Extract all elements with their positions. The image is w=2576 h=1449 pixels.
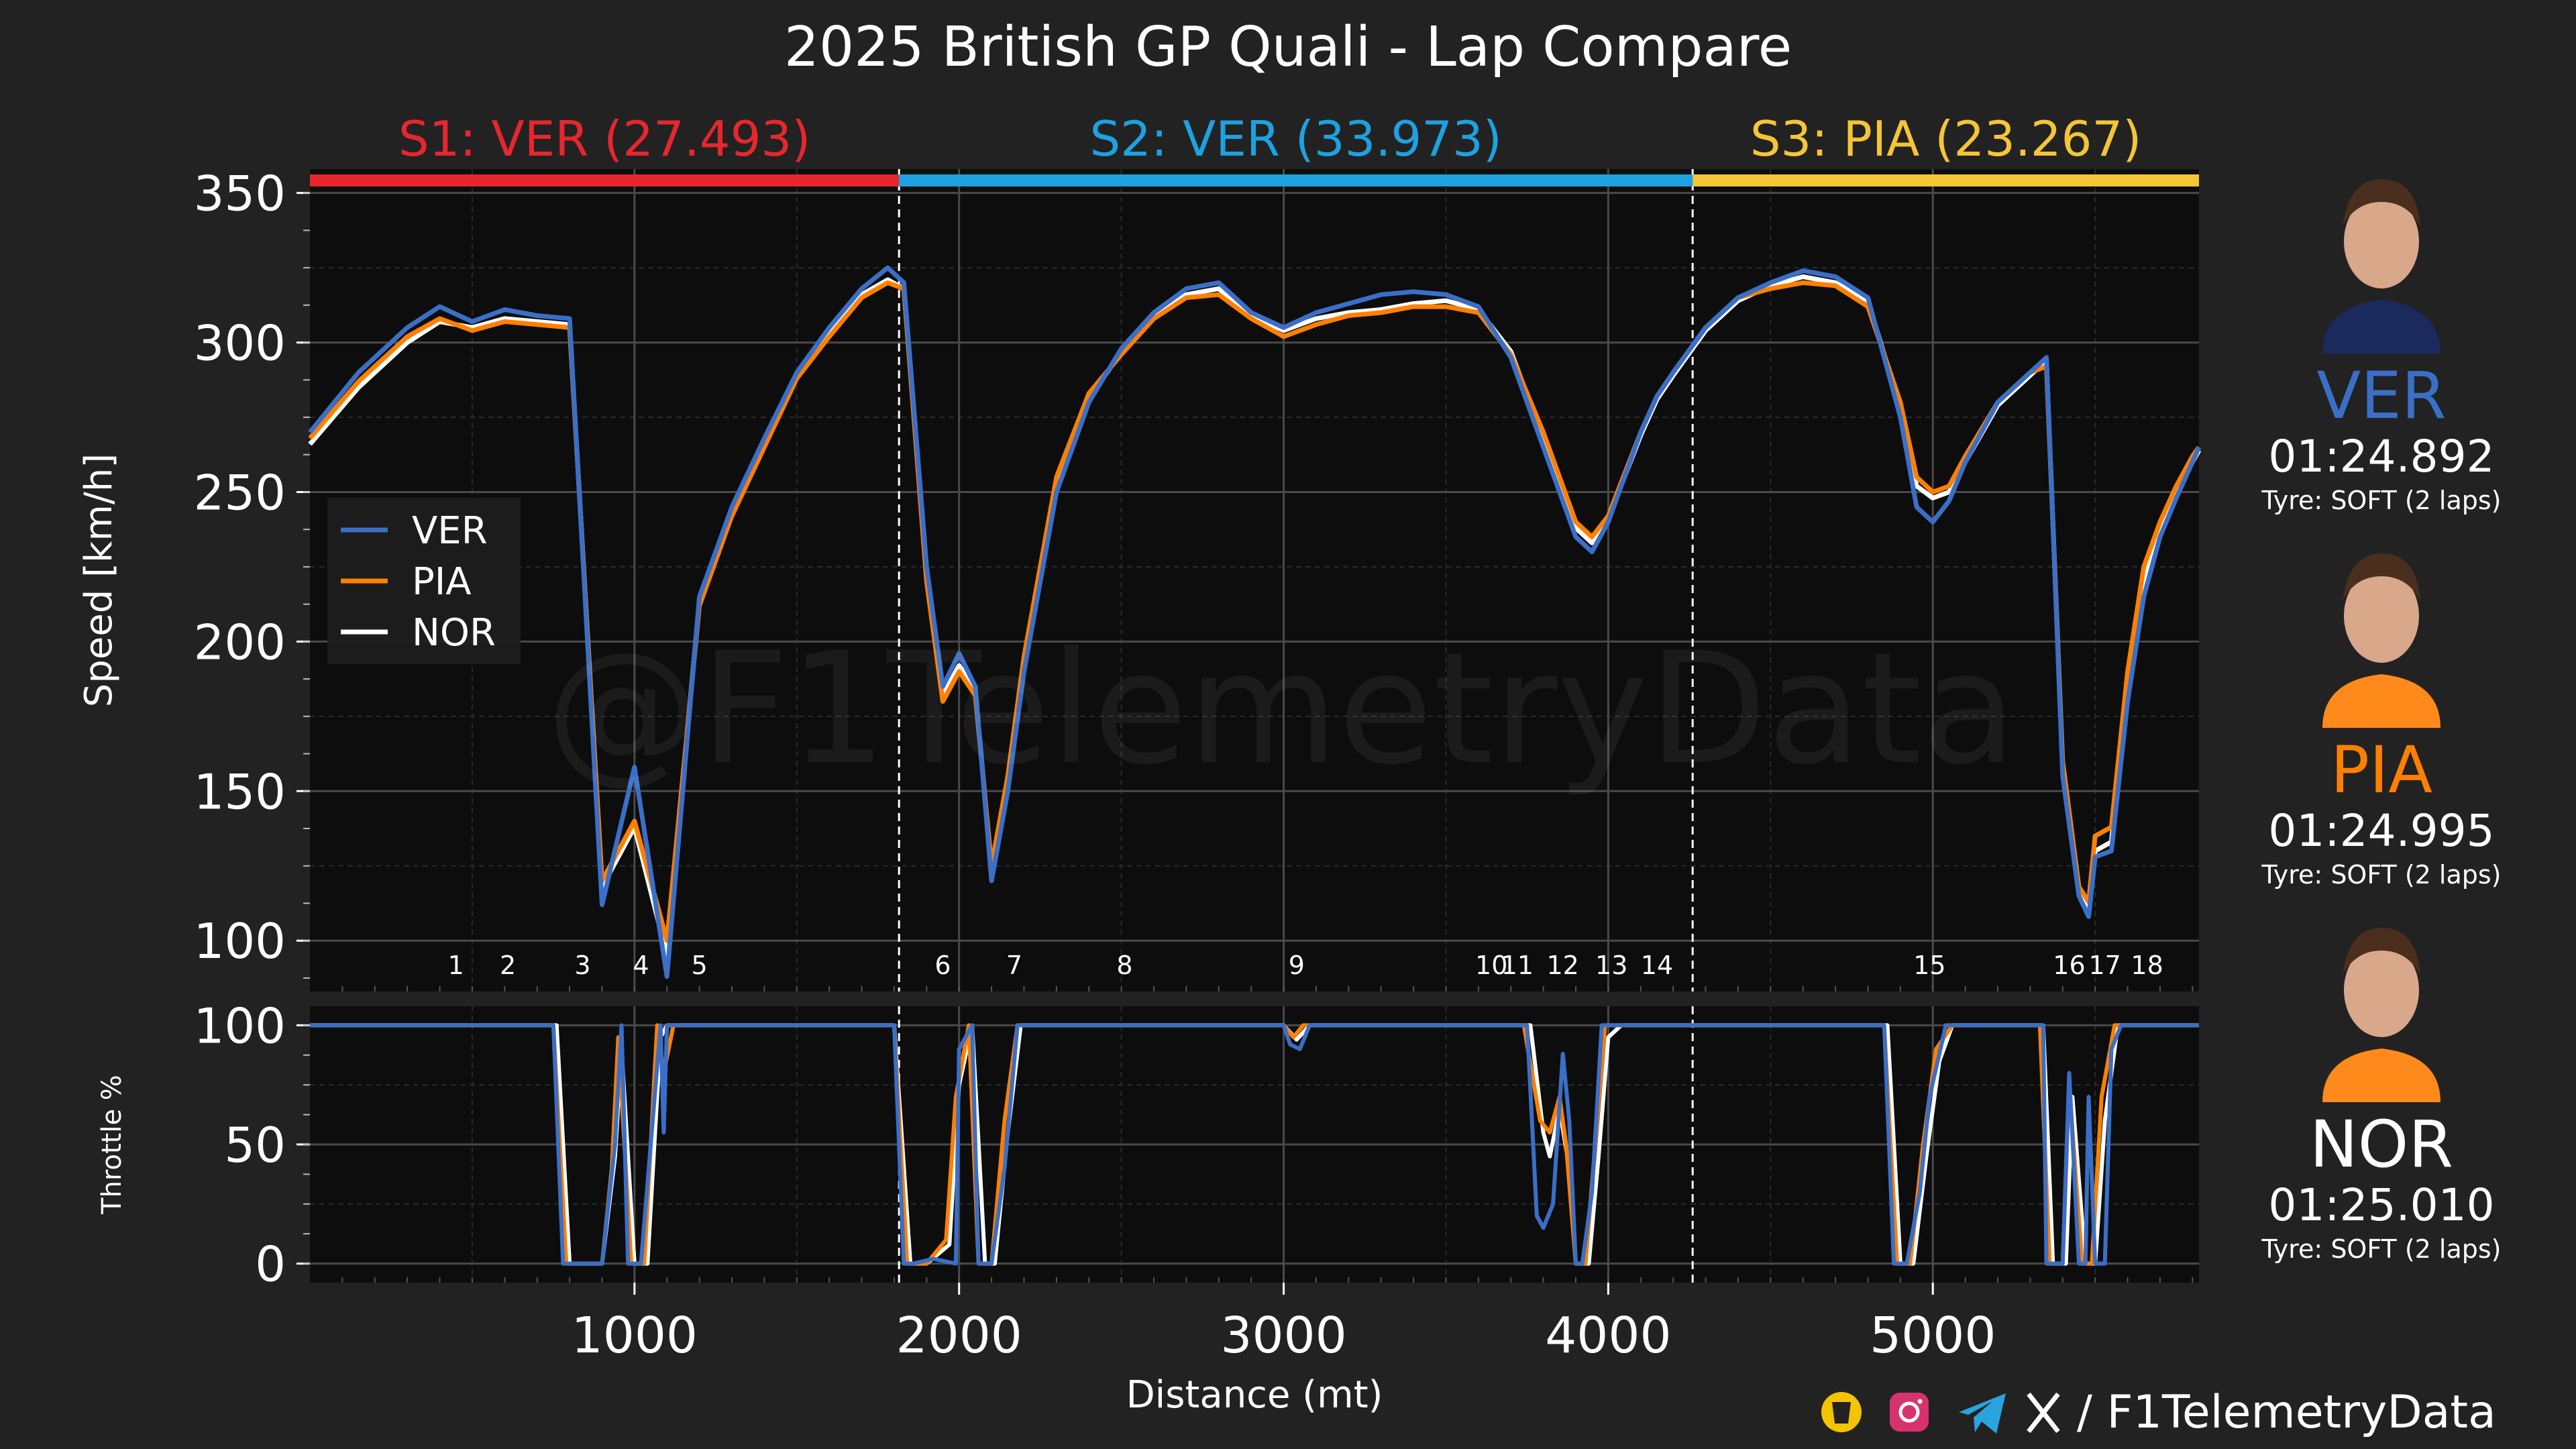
y-tick-label: 200 bbox=[194, 614, 286, 670]
driver-tyre: Tyre: SOFT (2 laps) bbox=[2261, 860, 2501, 890]
sector-label: S1: VER (27.493) bbox=[398, 111, 810, 167]
corner-label: 13 bbox=[1595, 951, 1627, 980]
driver-lap-time: 01:24.892 bbox=[2268, 431, 2494, 482]
y-tick-label: 350 bbox=[194, 166, 286, 222]
coffee-icon bbox=[1821, 1392, 1862, 1432]
corner-label: 7 bbox=[1006, 951, 1022, 980]
y-tick-label: 250 bbox=[194, 464, 286, 521]
legend: VER PIA NOR bbox=[327, 498, 521, 664]
y-tick-label: 150 bbox=[194, 763, 286, 820]
sector-bar bbox=[899, 174, 1693, 186]
y-tick-label: 100 bbox=[194, 913, 286, 969]
x-tick-label: 2000 bbox=[896, 1307, 1022, 1364]
driver-photo-shoulders bbox=[2322, 1049, 2440, 1102]
driver-photo-hair bbox=[2343, 928, 2420, 975]
y-axis-label: Speed [km/h] bbox=[77, 453, 121, 707]
corner-label: 9 bbox=[1289, 951, 1305, 980]
corner-label: 14 bbox=[1641, 951, 1673, 980]
driver-lap-time: 01:25.010 bbox=[2268, 1179, 2494, 1231]
corner-label: 2 bbox=[500, 951, 516, 980]
corner-label: 16 bbox=[2053, 951, 2085, 980]
driver-code: VER bbox=[2316, 358, 2446, 433]
y-tick-label: 0 bbox=[255, 1236, 286, 1293]
x-tick-label: 4000 bbox=[1545, 1307, 1671, 1364]
x-tick-label: 5000 bbox=[1870, 1307, 1996, 1364]
corner-label: 6 bbox=[934, 951, 951, 980]
corner-label: 10 bbox=[1475, 951, 1507, 980]
driver-photo bbox=[2322, 553, 2440, 728]
instagram-icon bbox=[1890, 1393, 1929, 1432]
corner-label: 1 bbox=[448, 951, 464, 980]
driver-photo-shoulders bbox=[2322, 300, 2440, 354]
speed-panel: 100 150 200 250 300 350 Speed [km/h] S1: VER (2… bbox=[77, 111, 2202, 991]
x-tick-label: 3000 bbox=[1220, 1307, 1346, 1364]
corner-label: 4 bbox=[633, 951, 649, 980]
corner-label: 3 bbox=[574, 951, 590, 980]
x-icon bbox=[2027, 1392, 2060, 1434]
driver-photo-face bbox=[2344, 569, 2419, 663]
driver-lap-time: 01:24.995 bbox=[2268, 805, 2494, 857]
plot-background bbox=[310, 169, 2199, 991]
corner-label: 8 bbox=[1116, 951, 1132, 980]
driver-photo-hair bbox=[2343, 553, 2420, 600]
chart-title: 2025 British GP Quali - Lap Compare bbox=[784, 15, 1792, 79]
throttle-panel: 0 50 100 Throttle % 1000 2000 3000 4000 5000 Dist… bbox=[97, 998, 2199, 1417]
legend-label-pia: PIA bbox=[412, 560, 472, 604]
footer-handle: / F1TelemetryData bbox=[2077, 1386, 2496, 1439]
telegram-icon bbox=[1959, 1393, 2006, 1434]
y-tick-label: 100 bbox=[194, 998, 286, 1054]
corner-label: 11 bbox=[1501, 951, 1534, 980]
series-line-ver bbox=[308, 265, 2202, 979]
corner-label: 15 bbox=[1913, 951, 1945, 980]
driver-photo-face bbox=[2344, 943, 2419, 1037]
driver-photo-face bbox=[2344, 195, 2419, 288]
driver-photo-shoulders bbox=[2322, 674, 2440, 728]
legend-label-nor: NOR bbox=[412, 611, 496, 655]
driver-photo-hair bbox=[2343, 179, 2420, 226]
sector-label: S3: PIA (23.267) bbox=[1750, 111, 2142, 167]
x-tick-label: 1000 bbox=[572, 1307, 698, 1364]
sector-label: S2: VER (33.973) bbox=[1089, 111, 1501, 167]
sector-bar bbox=[1693, 174, 2199, 186]
corner-label: 17 bbox=[2089, 951, 2121, 980]
series-line-ver bbox=[310, 1023, 2199, 1266]
corner-label: 5 bbox=[692, 951, 708, 980]
driver-code: NOR bbox=[2310, 1107, 2453, 1182]
footer: / F1TelemetryData bbox=[1821, 1386, 2496, 1439]
watermark: @F1TelemetryData bbox=[546, 620, 2017, 799]
y-tick-label: 50 bbox=[224, 1117, 286, 1173]
corner-label: 18 bbox=[2131, 951, 2163, 980]
driver-photo bbox=[2322, 179, 2440, 354]
driver-tyre: Tyre: SOFT (2 laps) bbox=[2261, 486, 2501, 515]
driver-tyre: Tyre: SOFT (2 laps) bbox=[2261, 1234, 2501, 1264]
x-axis-label: Distance (mt) bbox=[1126, 1373, 1383, 1417]
sector-bar bbox=[310, 174, 900, 186]
corner-label: 12 bbox=[1546, 951, 1578, 980]
legend-label-ver: VER bbox=[412, 509, 488, 553]
driver-code: PIA bbox=[2330, 733, 2432, 808]
y-axis-label: Throttle % bbox=[97, 1075, 127, 1215]
driver-photo bbox=[2322, 928, 2440, 1102]
y-tick-label: 300 bbox=[194, 315, 286, 372]
